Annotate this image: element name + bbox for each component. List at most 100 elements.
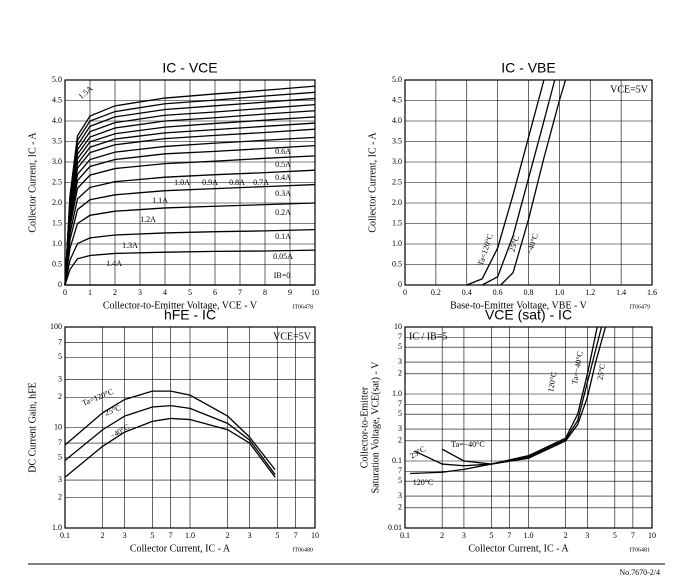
x-axis-title: Collector Current, IC - A [130, 543, 231, 554]
curve [64, 390, 276, 471]
y-tick-label: 3 [398, 357, 402, 366]
y-tick-label: 3 [398, 424, 402, 433]
curve-label: 25°C [408, 444, 427, 460]
y-tick-label: 1.5 [392, 218, 402, 227]
curve [64, 183, 316, 286]
y-tick-label: 5 [398, 409, 402, 418]
y-tick-label: 0 [398, 280, 402, 289]
x-tick-label: 9 [288, 288, 292, 297]
y-tick-label: 2 [398, 503, 402, 512]
y-tick-label: 4.5 [52, 95, 62, 104]
x-tick-label: 2 [440, 531, 444, 540]
x-tick-label: 0.1 [60, 531, 70, 540]
y-tick-label: 3 [58, 374, 62, 383]
y-tick-label: 2 [58, 493, 62, 502]
x-tick-label: 2 [226, 531, 230, 540]
curve-label: 0.1A [275, 232, 291, 241]
x-tick-label: 0.6 [493, 288, 503, 297]
y-tick-label: 2.0 [52, 198, 62, 207]
y-tick-label: 1.0 [392, 239, 402, 248]
x-tick-label: 0.4 [462, 288, 472, 297]
curve-label: 120°C [413, 478, 434, 487]
y-tick-label: 7 [398, 332, 402, 341]
curve-label: Ta=−40°C [451, 440, 484, 449]
curve [481, 79, 556, 286]
y-tick-label: 5 [58, 352, 62, 361]
curve-label: 1.3A [122, 241, 138, 250]
x-tick-label: 1.0 [185, 531, 195, 540]
x-tick-label: 1 [88, 288, 92, 297]
x-tick-label: 1.6 [647, 288, 657, 297]
y-tick-label: 2.5 [52, 177, 62, 186]
y-tick-label: 3 [58, 475, 62, 484]
x-tick-label: 8 [263, 288, 267, 297]
y-tick-label: 2.0 [392, 198, 402, 207]
y-tick-label: 10 [394, 322, 402, 331]
y-tick-label: 2 [58, 392, 62, 401]
x-tick-label: 2 [101, 531, 105, 540]
y-tick-label: 5.0 [52, 75, 62, 84]
y-axis-title: Collector Current, IC - A [367, 132, 378, 233]
chart-code: IT06480 [292, 547, 313, 553]
y-tick-label: 3 [398, 491, 402, 500]
curve-label: 0.2A [275, 208, 291, 217]
x-tick-label: 6 [213, 288, 217, 297]
y-tick-label: 4.0 [52, 116, 62, 125]
y-tick-label: 3.5 [392, 136, 402, 145]
curve [64, 155, 316, 286]
curve-label: 0.4A [275, 173, 291, 182]
curve [64, 202, 316, 286]
curve-label: 1.5A [77, 84, 95, 101]
chart-code: IT06478 [292, 304, 313, 310]
x-axis-title: Collector Current, IC - A [468, 543, 569, 554]
curve-label: 25°C [103, 403, 122, 418]
x-tick-label: 0 [63, 288, 67, 297]
chart-title: VCE (sat) - IC [485, 307, 572, 323]
y-tick-label: 7 [398, 466, 402, 475]
x-tick-label: 0 [403, 288, 407, 297]
curve-label: 1.2A [140, 215, 156, 224]
y-axis-title: Collector-to-Emitter [359, 386, 370, 468]
annotation: VCE=5V [610, 84, 649, 95]
plot-frame [64, 326, 316, 529]
y-tick-label: 7 [58, 438, 62, 447]
x-tick-label: 0.8 [524, 288, 534, 297]
chart-code: IT06479 [629, 304, 650, 310]
y-tick-label: 1.0 [52, 523, 62, 532]
curve [64, 85, 316, 286]
y-axis-title: DC Current Gain, hFE [27, 382, 38, 473]
curve-label: 0.6A [275, 147, 291, 156]
chart-title: hFE - IC [164, 307, 216, 323]
x-tick-label: 1.0 [524, 531, 534, 540]
y-tick-label: 3.0 [392, 157, 402, 166]
x-tick-label: 5 [150, 531, 154, 540]
plot-frame [404, 326, 653, 529]
y-tick-label: 5 [58, 453, 62, 462]
x-tick-label: 3 [585, 531, 589, 540]
y-tick-label: 1.5 [52, 218, 62, 227]
chart-title: IC - VCE [162, 60, 217, 76]
y-tick-label: 3.5 [52, 136, 62, 145]
curve-label: 0.7A [253, 178, 269, 187]
x-tick-label: 3 [462, 531, 466, 540]
y-tick-label: 3.0 [52, 157, 62, 166]
curve-label: IB=0 [274, 271, 291, 280]
x-tick-label: 10 [311, 531, 319, 540]
x-axis-title: Base-to-Emitter Voltage, VBE - V [450, 300, 588, 311]
x-tick-label: 5 [489, 531, 493, 540]
y-tick-label: 0.01 [388, 523, 402, 532]
chart-title: IC - VBE [501, 60, 555, 76]
curve [64, 249, 316, 286]
curve [466, 79, 545, 286]
curve [414, 326, 603, 467]
x-tick-label: 7 [238, 288, 242, 297]
x-tick-label: 1.4 [616, 288, 626, 297]
x-tick-label: 3 [138, 288, 142, 297]
x-tick-label: 2 [113, 288, 117, 297]
x-tick-label: 3 [123, 531, 127, 540]
curve-label: 0.8A [229, 178, 245, 187]
y-tick-label: 2 [398, 369, 402, 378]
curve [64, 136, 316, 286]
curve-label: Ta=120°C [476, 233, 495, 267]
plot-frame [404, 79, 653, 286]
